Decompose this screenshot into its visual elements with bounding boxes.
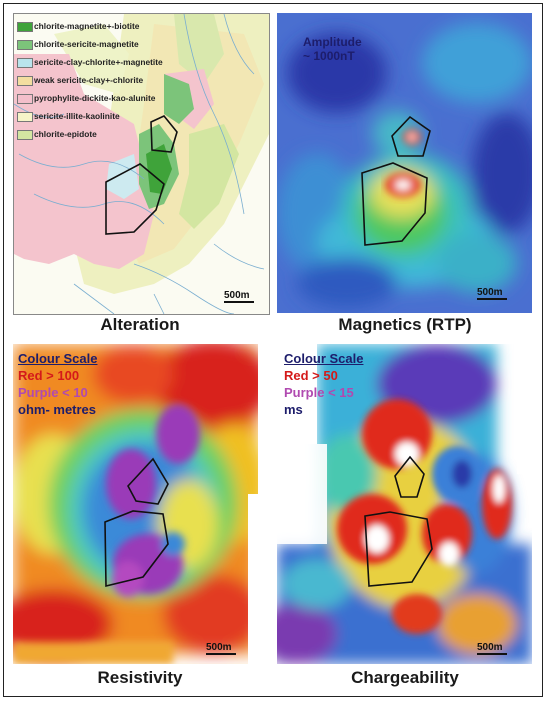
colour-scale-title: Colour Scale [284,351,364,366]
legend-swatch [17,112,33,122]
legend-item: sericite-clay-chlorite+-magnetite [17,57,163,68]
resistivity-caption: Resistivity [97,668,183,687]
resistivity-colour-scale: Colour Scale Red > 100 Purple < 10 ohm- … [18,350,97,418]
legend-item: chlorite-magnetite+-biotite [17,21,140,32]
scale-bar: 500m [477,287,507,300]
scale-bar-label: 500m [477,642,503,653]
scale-bar-label: 500m [206,642,232,653]
colour-scale-title: Colour Scale [18,351,98,366]
legend-label: weak sericite-clay+-chlorite [34,75,144,85]
chargeability-caption: Chargeability [351,668,459,687]
magnetics-map: Amplitude ~ 1000nT 500m [277,13,532,313]
colour-scale-low: Purple < 10 [18,385,88,400]
scale-bar-line [477,298,507,300]
legend-swatch [17,40,33,50]
legend-item: chlorite-sericite-magnetite [17,39,139,50]
legend-item: sericite-illite-kaolinite [17,111,120,122]
legend-item: pyrophylite-dickite-kao-alunite [17,93,156,104]
scale-bar-label: 500m [224,290,250,301]
amplitude-label: Amplitude ~ 1000nT [303,35,362,63]
scale-bar-line [477,653,507,655]
amplitude-line-1: Amplitude [303,35,362,49]
legend-swatch [17,94,33,104]
resistivity-map: Colour Scale Red > 100 Purple < 10 ohm- … [13,344,268,664]
alteration-caption: Alteration [100,315,180,334]
resistivity-map-graphic [13,344,268,664]
legend-swatch [17,76,33,86]
colour-scale-unit: ms [284,402,303,417]
legend-label: chlorite-sericite-magnetite [34,39,139,49]
magnetics-caption: Magnetics (RTP) [338,315,472,334]
legend-label: chlorite-epidote [34,129,97,139]
legend-swatch [17,130,33,140]
colour-scale-high: Red > 50 [284,368,338,383]
legend-label: sericite-illite-kaolinite [34,111,120,121]
colour-scale-low: Purple < 15 [284,385,354,400]
alteration-map: chlorite-magnetite+-biotite chlorite-ser… [13,13,270,315]
scale-bar-line [206,653,236,655]
chargeability-map-graphic [277,344,532,664]
scale-bar: 500m [224,290,254,303]
magnetics-map-graphic [277,13,532,313]
legend-label: sericite-clay-chlorite+-magnetite [34,57,163,67]
scale-bar: 500m [206,642,236,655]
scale-bar: 500m [477,642,507,655]
colour-scale-high: Red > 100 [18,368,80,383]
chargeability-colour-scale: Colour Scale Red > 50 Purple < 15 ms [284,350,363,418]
figure-frame: chlorite-magnetite+-biotite chlorite-ser… [3,3,543,697]
legend-swatch [17,58,33,68]
legend-swatch [17,22,33,32]
legend-item: chlorite-epidote [17,129,97,140]
scale-bar-label: 500m [477,287,503,298]
chargeability-map: Colour Scale Red > 50 Purple < 15 ms 500… [277,344,532,664]
colour-scale-unit: ohm- metres [18,402,97,417]
legend-item: weak sericite-clay+-chlorite [17,75,144,86]
alteration-map-graphic [14,14,269,314]
scale-bar-line [224,301,254,303]
legend-label: pyrophylite-dickite-kao-alunite [34,93,156,103]
legend-label: chlorite-magnetite+-biotite [34,21,140,31]
amplitude-line-2: ~ 1000nT [303,49,355,63]
